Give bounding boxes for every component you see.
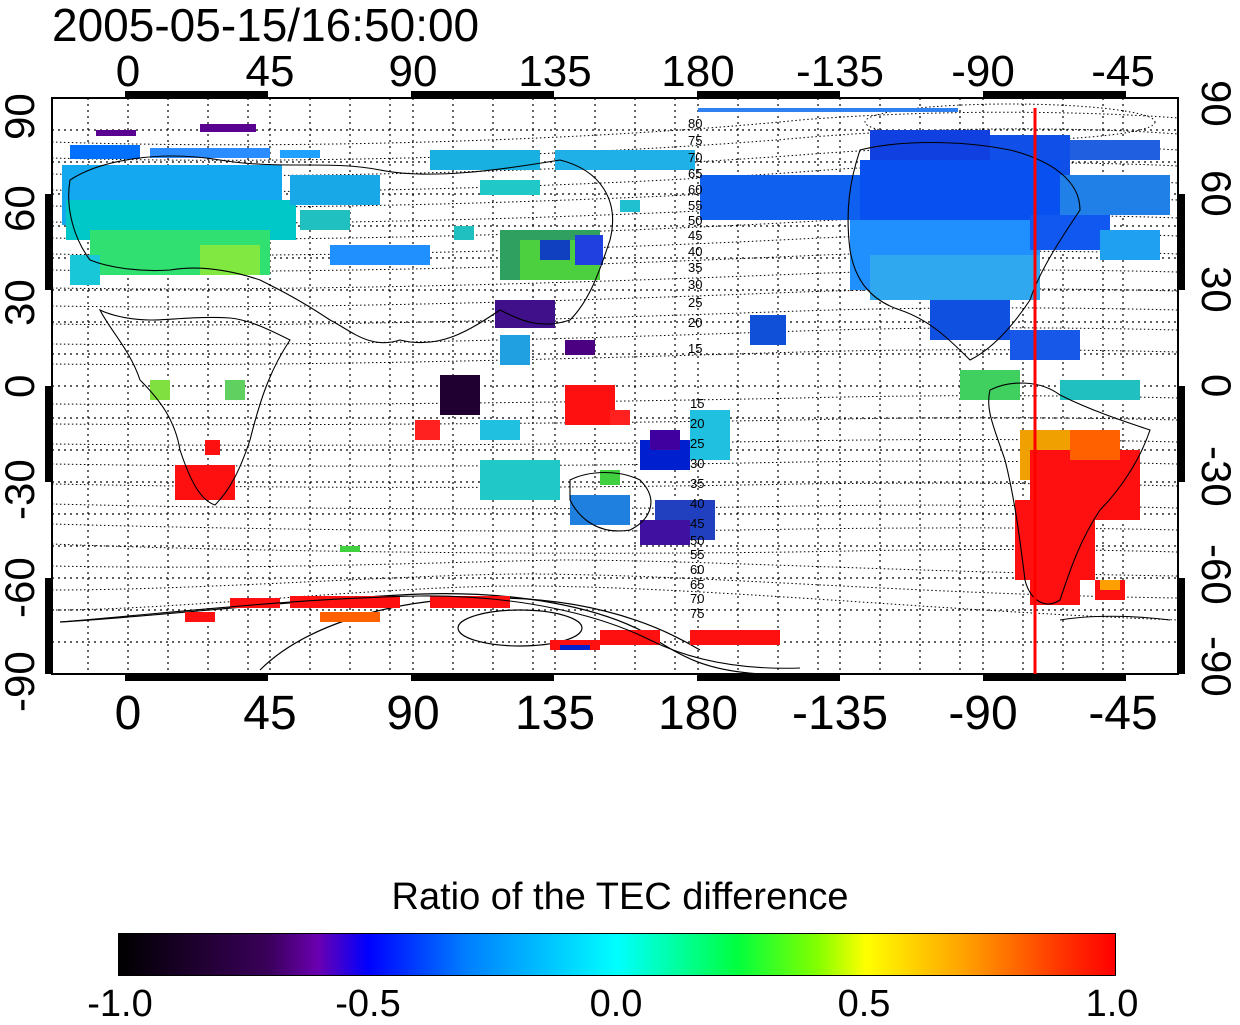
svg-text:25: 25 — [690, 436, 704, 451]
top-lon-label: 90 — [388, 47, 438, 96]
svg-text:45: 45 — [690, 516, 704, 531]
left-lat-label: 60 — [0, 185, 43, 232]
left-lat-label: 30 — [0, 279, 43, 326]
svg-text:80: 80 — [688, 116, 702, 131]
svg-text:50: 50 — [690, 533, 704, 548]
top-lon-label: 45 — [245, 47, 295, 96]
left-lat-label: -60 — [0, 557, 43, 618]
bottom-lon-label: 135 — [514, 687, 596, 740]
right-lat-label: -30 — [1193, 446, 1240, 507]
right-lat-label: -90 — [1193, 636, 1240, 697]
right-lat-label: 90 — [1193, 80, 1240, 127]
svg-text:45: 45 — [688, 228, 702, 243]
left-lat-label: -90 — [0, 651, 43, 712]
bottom-lon-label: 180 — [657, 687, 739, 740]
svg-text:15: 15 — [690, 396, 704, 411]
top-lon-label: -45 — [1091, 47, 1155, 96]
bottom-lon-label: -135 — [791, 687, 889, 740]
colorbar-tick-label: -1.0 — [87, 983, 153, 1025]
colorbar-tick-label: 0.5 — [837, 983, 891, 1025]
svg-text:60: 60 — [688, 182, 702, 197]
colorbar-tick-label: 1.0 — [1085, 983, 1139, 1025]
top-lon-label: 0 — [115, 47, 141, 96]
top-lon-label: 180 — [661, 47, 735, 96]
svg-text:25: 25 — [688, 295, 702, 310]
svg-text:70: 70 — [688, 150, 702, 165]
svg-text:20: 20 — [690, 416, 704, 431]
svg-text:55: 55 — [688, 198, 702, 213]
bottom-lon-label: 90 — [386, 687, 440, 740]
svg-text:35: 35 — [688, 260, 702, 275]
colorbar-tick-label: -0.5 — [335, 983, 401, 1025]
svg-text:60: 60 — [690, 562, 704, 577]
right-lat-label: 30 — [1193, 266, 1240, 313]
svg-text:75: 75 — [690, 606, 704, 621]
svg-text:70: 70 — [690, 591, 704, 606]
svg-text:15: 15 — [688, 341, 702, 356]
svg-text:65: 65 — [690, 577, 704, 592]
bottom-lon-label: 45 — [243, 687, 297, 740]
svg-text:40: 40 — [688, 244, 702, 259]
left-lat-label: 90 — [0, 93, 43, 140]
svg-text:40: 40 — [690, 496, 704, 511]
svg-text:50: 50 — [688, 213, 702, 228]
colorbar-title: Ratio of the TEC difference — [391, 876, 849, 918]
left-lat-label: -30 — [0, 459, 43, 520]
bottom-lon-label: 0 — [114, 687, 142, 740]
colorbar-tick-label: 0.0 — [589, 983, 643, 1025]
svg-text:65: 65 — [688, 166, 702, 181]
svg-text:75: 75 — [688, 133, 702, 148]
bottom-lon-label: -90 — [948, 687, 1018, 740]
right-lat-label: 60 — [1193, 170, 1240, 217]
svg-text:55: 55 — [690, 547, 704, 562]
svg-text:35: 35 — [690, 476, 704, 491]
left-lat-label: 0 — [0, 374, 43, 398]
svg-text:30: 30 — [688, 277, 702, 292]
right-lat-label: -60 — [1193, 544, 1240, 605]
svg-text:20: 20 — [688, 315, 702, 330]
top-lon-label: 135 — [518, 47, 592, 96]
contour-value-labels: 80 75 70 65 60 55 50 45 40 35 30 25 20 1… — [688, 116, 704, 621]
colorbar — [118, 933, 1116, 976]
tec-world-map: 80 75 70 65 60 55 50 45 40 35 30 25 20 1… — [45, 91, 1185, 681]
timestamp-title: 2005-05-15/16:50:00 — [52, 0, 480, 51]
top-lon-label: -90 — [951, 47, 1015, 96]
top-lon-label: -135 — [795, 47, 885, 96]
right-lat-label: 0 — [1193, 374, 1240, 398]
map-border-scale — [45, 91, 1185, 681]
bottom-lon-label: -45 — [1088, 687, 1158, 740]
svg-text:30: 30 — [690, 456, 704, 471]
coastlines — [59, 141, 1171, 669]
